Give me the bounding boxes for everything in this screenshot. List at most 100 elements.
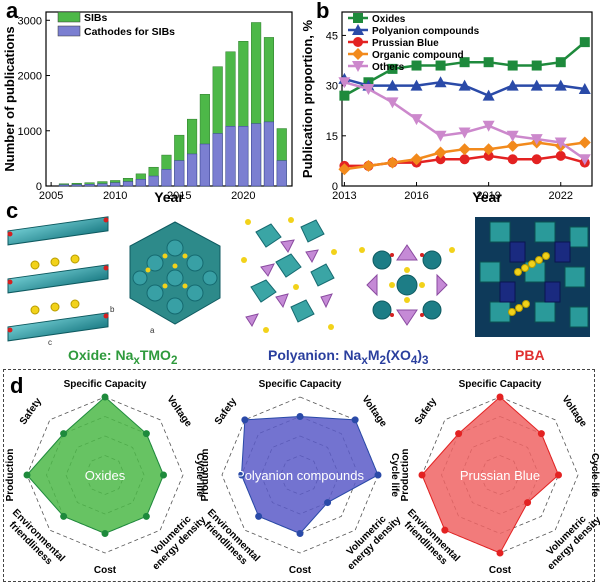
series-point: [410, 114, 423, 126]
radar-center-label: Polyanion compounds: [236, 468, 364, 483]
radar-axis-label: Production: [400, 449, 411, 502]
series-point: [531, 154, 542, 165]
radar-center-label: Oxides: [85, 468, 126, 483]
radar-axis-label: Environmentalfriendliness: [197, 507, 262, 572]
panel-label-d: d: [10, 373, 24, 398]
series-point: [506, 130, 519, 142]
radar-prussian-blue: Prussian Blue Specific Capacity Voltage Cyc…: [400, 379, 600, 576]
radar-axis-label: Specific Capacity: [459, 379, 542, 390]
series-point: [434, 76, 447, 88]
radar-point: [255, 512, 263, 520]
series-point: [555, 57, 566, 68]
pba-formula: PBA: [515, 347, 545, 363]
radar-point: [418, 471, 426, 479]
series-point: [578, 136, 591, 149]
y-tick-label: 0: [36, 181, 42, 193]
series-point: [458, 79, 471, 91]
bar-cathodes: [135, 179, 146, 187]
series-point: [410, 153, 423, 166]
series-point: [458, 127, 471, 139]
bar-cathodes: [238, 126, 249, 187]
bar-cathodes: [276, 160, 287, 187]
series-point: [506, 79, 519, 91]
panel-label-b: b: [316, 0, 330, 23]
radar-grid-ring: [26, 396, 184, 554]
axis-triad-oxide: b: [110, 305, 114, 314]
bar-cathodes: [212, 133, 223, 187]
series-point: [483, 57, 494, 68]
radar-point: [160, 471, 167, 479]
bar-cathodes: [58, 184, 69, 187]
series-point: [338, 77, 351, 89]
series-point: [483, 150, 494, 161]
y-axis-label: Number of publications: [2, 26, 17, 171]
radar-area: [26, 396, 165, 535]
radar-axis-label: Environmentalfriendliness: [2, 507, 67, 572]
radar-point: [23, 471, 31, 479]
series-point: [386, 156, 399, 169]
legend-label: Cathodes for SIBs: [84, 26, 175, 38]
radar-point: [496, 393, 504, 401]
radar-panel-frame: [3, 369, 595, 582]
legend-marker: [353, 37, 363, 47]
series-point: [482, 89, 495, 101]
series-point: [458, 143, 471, 156]
radar-point: [241, 416, 249, 424]
radar-point: [374, 471, 382, 479]
series-point: [387, 63, 398, 74]
oxide-topview-structure-image: [129, 221, 221, 325]
series-point: [579, 37, 590, 48]
radar-polyanion-compounds: Polyanion compounds Specific Capacity Volt…: [197, 379, 404, 576]
x-axis-label: Year: [472, 189, 502, 205]
chart-a-publications-bar: 0 1000 2000 3000 2005 2010 2015 2020 SIBs Cathode…: [2, 11, 293, 205]
bar-cathodes: [263, 121, 274, 187]
bar-cathodes: [71, 184, 82, 187]
series-point: [435, 60, 446, 71]
series-point: [362, 83, 375, 95]
legend-label: Prussian Blue: [372, 38, 439, 49]
legend-label: SIBs: [84, 12, 108, 24]
legend-marker: [353, 13, 363, 23]
x-tick-label: 2016: [404, 190, 428, 202]
x-tick-label: 2020: [231, 190, 255, 202]
radar-axis-label: Cost: [289, 565, 312, 576]
radar-point: [455, 430, 463, 438]
series-point: [339, 90, 350, 101]
y-tick-label: 30: [326, 81, 338, 93]
y-tick-label: 2000: [18, 71, 42, 83]
radar-point: [238, 471, 245, 479]
axis-b-label: b: [110, 305, 115, 314]
radar-point: [60, 430, 68, 438]
y-tick-label: 3000: [18, 15, 42, 27]
series-point: [434, 130, 447, 142]
legend-marker: [352, 61, 364, 72]
y-tick-label: 0: [332, 181, 338, 193]
radar-axis-label: Specific Capacity: [259, 379, 342, 390]
series-point: [554, 79, 567, 91]
x-tick-label: 2005: [39, 190, 63, 202]
radar-axis-label: Safety: [413, 396, 439, 427]
series-point: [578, 154, 591, 166]
radar-axis-label: Voltage: [164, 394, 194, 430]
series-point: [578, 82, 591, 94]
polyanion-formula: Polyanion: NaxM2(XO4)3: [268, 347, 429, 367]
radar-point: [142, 512, 150, 520]
bar-cathodes: [122, 181, 134, 187]
series-point: [506, 139, 519, 152]
axis-triad-c: c: [48, 338, 52, 347]
radar-axis-label: Volumetricenergy density: [538, 507, 600, 573]
axis-a-label: a: [150, 326, 155, 335]
legend-label: Others: [372, 62, 405, 73]
panel-label-c: c: [6, 198, 19, 223]
legend-marker: [352, 24, 364, 35]
radar-point: [441, 526, 449, 534]
legend-label: Oxides: [372, 14, 406, 25]
x-tick-label: 2015: [167, 190, 191, 202]
series-point: [507, 60, 518, 71]
bar-cathodes: [97, 183, 108, 187]
radar-axis-label: Volumetricenergy density: [338, 507, 404, 573]
x-tick-label: 2013: [332, 190, 356, 202]
series-point: [530, 134, 543, 146]
axis-triad-oxide-a: a: [150, 326, 154, 335]
